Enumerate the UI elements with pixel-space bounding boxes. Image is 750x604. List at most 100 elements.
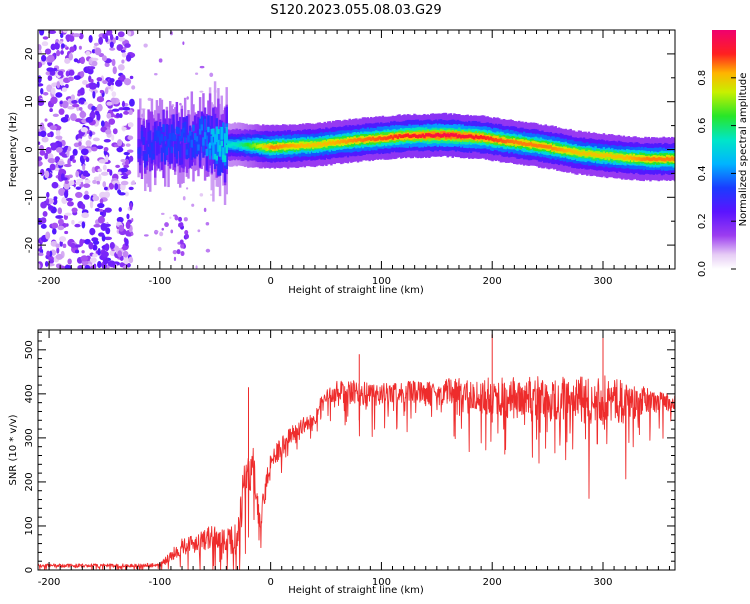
spectrogram-noise-cell	[57, 70, 64, 76]
spectrogram-noise-cell	[58, 188, 66, 196]
spectrogram-noise-cell	[82, 183, 91, 188]
spectrogram-ridge-cell	[170, 124, 174, 142]
snr-y-tick-label: 100	[24, 516, 35, 535]
spectrogram-ridge-cell	[509, 139, 513, 143]
spectrogram-ridge-cell	[624, 156, 627, 160]
spectrogram-noise-cell	[91, 60, 98, 67]
spectrogram-noise-cell	[116, 221, 122, 226]
spectrogram-noise-cell	[84, 190, 89, 196]
snr-line	[38, 375, 675, 570]
spectrogram-ridge-cell	[203, 118, 207, 136]
spectrogram-noise-cell	[111, 108, 120, 112]
spectrogram-image	[38, 30, 675, 269]
spectrogram-ridge-cell	[306, 143, 310, 147]
spectrogram-noise-cell	[109, 33, 114, 41]
spectrogram-ridge-cell	[647, 157, 651, 161]
spectrogram-noise-cell	[58, 236, 67, 243]
spectrogram-ridge-cell	[281, 144, 285, 148]
spectrogram-noise-cell	[182, 41, 185, 45]
spectrogram-noise-cell	[99, 198, 104, 204]
spectrogram-ridge-cell	[574, 150, 577, 154]
spectrogram-ridge-cell	[453, 133, 456, 137]
spectrogram-ridge-cell	[192, 124, 195, 132]
spectrogram-ridge-cell	[456, 135, 459, 139]
spectrogram-ridge-cell	[423, 134, 426, 139]
spectrogram-ridge-cell	[514, 139, 518, 144]
spectrogram-ridge-cell	[547, 145, 551, 149]
colorbar-tick-label: 0.0	[697, 261, 708, 277]
spectrogram-noise-cell	[111, 134, 115, 141]
spectrogram-ridge-cell	[140, 130, 144, 139]
spectrogram-ridge-cell	[165, 124, 169, 148]
spectrogram-noise-cell	[67, 146, 72, 152]
spectrogram-noise-cell	[56, 147, 63, 153]
spectrogram-ridge-cell	[602, 154, 606, 158]
spectrogram-noise-cell	[108, 118, 116, 125]
spectrogram-ridge-cell	[378, 136, 381, 140]
spectrogram-ridge-cell	[260, 144, 263, 148]
spectrogram-ridge-cell	[584, 152, 587, 156]
spectrogram-ridge-cell	[315, 143, 318, 147]
spectrogram-noise-cell	[49, 163, 56, 171]
spectrogram-ridge-cell	[175, 148, 179, 160]
spectrogram-ridge-cell	[441, 133, 444, 138]
spectrogram-ridge-cell	[235, 143, 238, 147]
spectrogram-ridge-cell	[504, 140, 508, 144]
spectrogram-noise-cell	[102, 181, 107, 188]
spectrogram-noise-cell	[40, 217, 47, 224]
spectrogram-noise-cell	[72, 148, 78, 156]
spectrogram-noise-cell	[81, 250, 85, 254]
spectrogram-noise-cell	[42, 210, 48, 217]
spectrogram-ridge-cell	[468, 134, 471, 138]
spectrogram-ridge-cell	[157, 134, 160, 154]
snr-x-tick-label: 0	[267, 577, 273, 588]
spectrogram-noise-cell	[44, 118, 48, 122]
spectrogram-noise-cell	[120, 180, 129, 186]
spectrogram-ridge-cell	[589, 151, 592, 156]
spectrogram-noise-cell	[44, 170, 50, 179]
spectrogram-noise-cell	[199, 193, 204, 197]
spectrogram-ridge-cell	[301, 144, 305, 148]
snr-y-tick-label: 400	[24, 384, 35, 403]
spectrogram-noise-cell	[91, 105, 96, 111]
spectrogram-ridge-cell	[168, 143, 172, 165]
spectrogram-ridge-cell	[361, 138, 365, 143]
spectrogram-ridge-cell	[278, 144, 282, 148]
spectrogram-feature-cell	[180, 251, 185, 257]
spectrogram-ridge-cell	[149, 150, 152, 158]
spectrogram-ridge-cell	[185, 123, 189, 154]
spectrogram-ridge-cell	[385, 136, 388, 141]
spectrogram-ridge-cell	[451, 133, 454, 137]
spectrogram-ridge-cell	[152, 153, 155, 160]
spectrogram-ridge-cell	[353, 138, 356, 142]
spectrogram-ridge-cell	[667, 157, 670, 161]
spectrogram-ridge-cell	[596, 153, 599, 158]
spectrogram-ridge-cell	[213, 113, 217, 149]
spectrogram-ridge-cell	[464, 134, 468, 139]
spectrogram-noise-cell	[63, 181, 71, 190]
spectrogram-ridge-cell	[546, 145, 549, 149]
spectrogram-ridge-cell	[223, 155, 227, 163]
spectrogram-ridge-cell	[642, 157, 646, 161]
spectrogram-noise-cell	[118, 207, 122, 212]
spectrogram-noise-cell	[191, 203, 195, 207]
spectrogram-ridge-cell	[182, 127, 185, 133]
spectrogram-noise-cell	[101, 55, 107, 62]
spectrogram-noise-cell	[169, 216, 172, 220]
spectrogram-ridge-cell	[162, 130, 165, 147]
spectrogram-ridge-cell	[541, 144, 544, 148]
spectrogram-noise-cell	[65, 70, 70, 77]
spectrogram-noise-cell	[119, 262, 125, 268]
spectrogram-noise-cell	[122, 106, 131, 111]
spectrogram-ridge-cell	[197, 135, 200, 149]
spectrogram-ridge-cell	[247, 143, 250, 147]
spectrogram-ridge-cell	[431, 134, 434, 138]
spectrogram-ridge-cell	[670, 156, 674, 161]
spectrogram-ridge-cell	[484, 136, 488, 141]
spectrogram-noise-cell	[80, 203, 86, 210]
spectrogram-noise-cell	[92, 91, 96, 99]
spectrogram-noise-cell	[125, 221, 131, 229]
spectrogram-noise-cell	[72, 103, 80, 108]
spectrogram-x-tick-label: 0	[267, 276, 273, 287]
spectrogram-noise-cell	[109, 241, 115, 250]
